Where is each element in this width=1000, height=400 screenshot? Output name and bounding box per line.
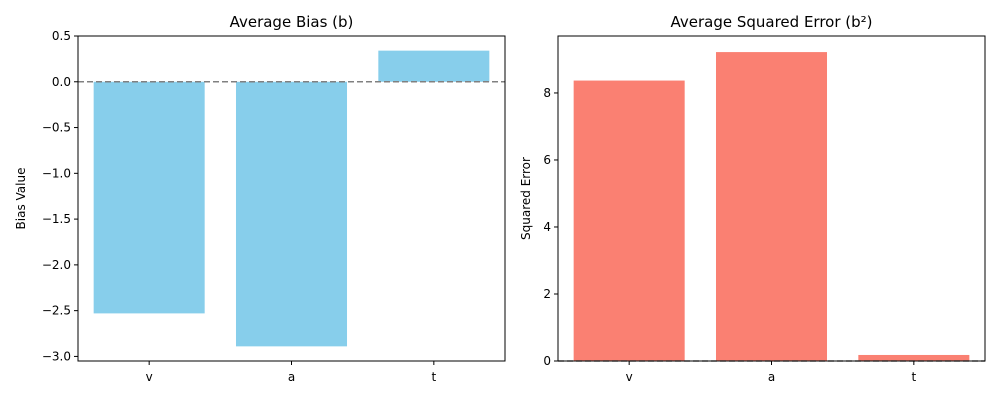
y-tick-label: 2 bbox=[543, 287, 551, 301]
y-axis-label: Squared Error bbox=[519, 157, 533, 240]
y-tick-label: 4 bbox=[543, 220, 551, 234]
y-tick-label: −1.5 bbox=[42, 212, 71, 226]
chart-title: Average Bias (b) bbox=[230, 13, 354, 31]
y-tick-label: −0.5 bbox=[42, 121, 71, 135]
bar-v bbox=[93, 81, 205, 314]
x-tick-label: v bbox=[626, 370, 633, 384]
y-tick-label: −1.0 bbox=[42, 166, 71, 180]
x-tick-label: v bbox=[146, 370, 153, 384]
y-tick-label: −3.0 bbox=[42, 349, 71, 363]
bar-t bbox=[378, 50, 490, 82]
x-tick-label: t bbox=[911, 370, 916, 384]
bar-v bbox=[573, 80, 685, 361]
y-tick-label: 6 bbox=[543, 153, 551, 167]
y-tick-label: 0.0 bbox=[52, 75, 71, 89]
chart-panel-1: 0.5 0.0 −0.5 −1.0 −1.5 −2.0 −2.5 −3.0 v a t Average… bbox=[14, 13, 506, 384]
bar-a bbox=[235, 81, 348, 347]
y-tick-label: −2.5 bbox=[42, 304, 71, 318]
y-tick-label: 8 bbox=[543, 86, 551, 100]
chart-title: Average Squared Error (b²) bbox=[670, 13, 872, 31]
x-tick-label: a bbox=[768, 370, 775, 384]
y-tick-label: −2.0 bbox=[42, 258, 71, 272]
x-tick-label: t bbox=[431, 370, 436, 384]
y-tick-label: 0.5 bbox=[52, 29, 71, 43]
chart-panel-2: 0 2 4 6 8 v a t Average Squared Error (b²) Square… bbox=[519, 13, 986, 384]
y-tick-label: 0 bbox=[543, 354, 551, 368]
y-axis-label: Bias Value bbox=[14, 168, 28, 230]
bar-t bbox=[858, 354, 970, 361]
x-tick-label: a bbox=[288, 370, 295, 384]
bar-a bbox=[715, 52, 828, 362]
